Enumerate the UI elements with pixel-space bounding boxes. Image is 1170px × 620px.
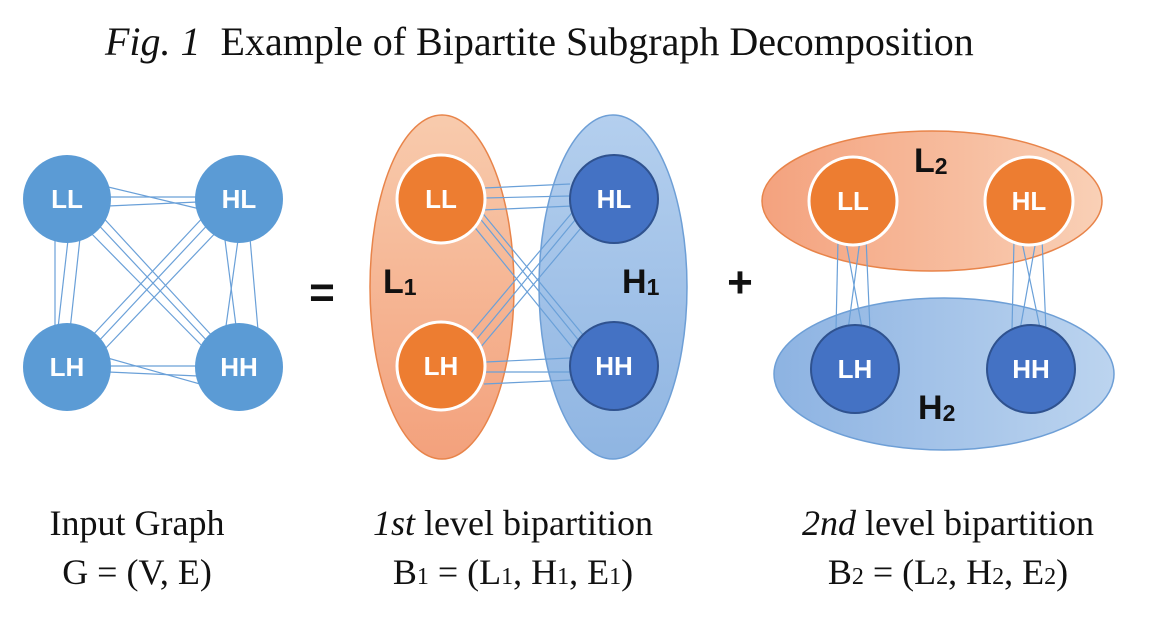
edge [83, 225, 207, 351]
edge [95, 217, 215, 345]
level2-caption-line1: 2nd level bipartition [802, 503, 1094, 543]
node-label: LH [424, 351, 459, 381]
edge [89, 211, 209, 339]
input-caption-line2: G = (V, E) [62, 552, 212, 592]
input-graph: LL HL LH HH [23, 155, 283, 411]
level1-high-set-label: H1 [622, 263, 660, 301]
edge [57, 239, 69, 329]
edge [97, 211, 215, 339]
edge [224, 239, 237, 327]
node-label: HH [220, 352, 258, 382]
level2-high-set-label: H2 [918, 389, 955, 427]
edge [475, 213, 581, 341]
edge [479, 221, 587, 349]
level1-node-hh: HH [569, 321, 659, 411]
edge [69, 237, 81, 331]
level2-edges [835, 237, 1047, 331]
level1-bipartition: LL LH HL HH L1 H1 [369, 114, 688, 460]
input-caption: Input Graph G = (V, E) [50, 503, 225, 592]
edge [483, 183, 571, 189]
edge [103, 356, 201, 385]
level2-node-hl: HL [983, 155, 1075, 247]
node-label: HH [595, 351, 633, 381]
node-label: HL [597, 184, 632, 214]
figure-title-prefix: Fig. 1 [104, 19, 201, 64]
figure-title-text: Example of Bipartite Subgraph Decomposit… [221, 19, 974, 64]
plus-operator: + [727, 258, 753, 307]
node-label: LL [51, 184, 83, 214]
level1-low-set-label: L1 [383, 263, 417, 301]
input-node-hl: HL [195, 155, 283, 243]
edge [485, 357, 571, 363]
level1-caption-line1: 1st level bipartition [373, 503, 653, 543]
edge [1011, 239, 1015, 331]
edge [483, 195, 571, 199]
level2-low-set-label: L2 [914, 142, 948, 180]
input-node-ll: LL [23, 155, 111, 243]
edge [483, 379, 573, 385]
edge [101, 225, 223, 353]
edge [91, 217, 211, 345]
edge [107, 201, 199, 207]
edge [249, 237, 259, 331]
level1-node-ll: LL [395, 153, 487, 245]
edge [107, 371, 199, 377]
edge [847, 239, 861, 331]
figure-title: Fig. 1 Example of Bipartite Subgraph Dec… [104, 19, 974, 64]
level1-formula: B1 = (L1, H1, E1) [393, 552, 633, 592]
level1-edges [469, 183, 587, 385]
edge [1021, 241, 1041, 329]
edge [481, 205, 573, 211]
edge [103, 185, 201, 210]
edge [477, 215, 581, 343]
node-label: LH [838, 354, 873, 384]
edge [225, 239, 239, 327]
input-caption-line1: Input Graph [50, 503, 225, 543]
input-node-hh: HH [195, 323, 283, 411]
level2-formula: B2 = (L2, H2, E2) [828, 552, 1068, 592]
edge [865, 237, 871, 331]
node-label: LL [837, 186, 869, 216]
input-graph-edges [54, 185, 259, 385]
node-label: HL [222, 184, 257, 214]
level2-node-hh: HH [986, 324, 1076, 414]
level1-node-hl: HL [569, 154, 659, 244]
input-node-lh: LH [23, 323, 111, 411]
level2-bipartition: LL HL LH HH L2 H2 [761, 130, 1115, 451]
level2-node-ll: LL [807, 155, 899, 247]
edge [469, 207, 577, 335]
node-label: HH [1012, 354, 1050, 384]
level1-caption: 1st level bipartition B1 = (L1, H1, E1) [373, 503, 653, 592]
node-label: LH [50, 352, 85, 382]
node-label: HL [1012, 186, 1047, 216]
level1-node-lh: LH [395, 320, 487, 412]
edge [835, 239, 839, 331]
edge [1019, 239, 1037, 331]
node-label: LL [425, 184, 457, 214]
edge [1041, 237, 1047, 331]
edge [471, 223, 577, 353]
level2-node-lh: LH [810, 324, 900, 414]
equals-operator: = [309, 268, 335, 317]
level2-caption: 2nd level bipartition B2 = (L2, H2, E2) [802, 503, 1094, 592]
